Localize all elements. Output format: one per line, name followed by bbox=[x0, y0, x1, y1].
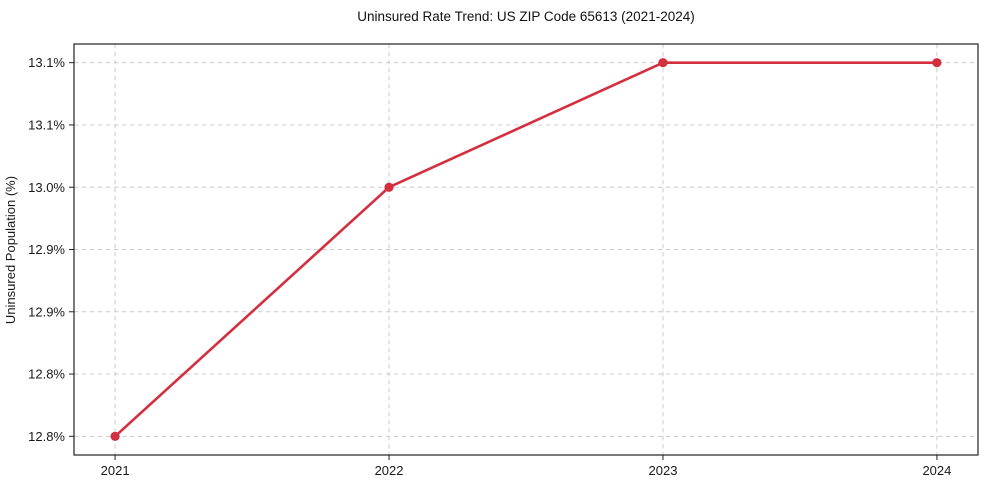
y-tick-label: 13.1% bbox=[28, 118, 65, 133]
plot-border bbox=[73, 43, 979, 456]
gridlines bbox=[74, 44, 978, 455]
x-tick-label: 2022 bbox=[375, 463, 404, 478]
x-tick-label: 2024 bbox=[922, 463, 951, 478]
y-tick-label: 13.1% bbox=[28, 55, 65, 70]
y-tick-label: 12.9% bbox=[28, 304, 65, 319]
data-point bbox=[658, 58, 668, 68]
chart-title: Uninsured Rate Trend: US ZIP Code 65613 … bbox=[357, 9, 694, 24]
data-series bbox=[110, 58, 942, 441]
data-point bbox=[932, 58, 942, 68]
x-tick-label: 2023 bbox=[649, 463, 678, 478]
data-point bbox=[110, 431, 120, 441]
y-tick-label: 12.9% bbox=[28, 242, 65, 257]
data-point bbox=[384, 182, 394, 192]
x-tick-label: 2021 bbox=[101, 463, 130, 478]
trend-line bbox=[113, 61, 939, 438]
y-tick-label: 12.8% bbox=[28, 367, 65, 382]
y-tick-label: 13.0% bbox=[28, 180, 65, 195]
y-tick-label: 12.8% bbox=[28, 429, 65, 444]
y-axis-label: Uninsured Population (%) bbox=[3, 176, 18, 324]
axes: 2021 2022 2023 2024 12.8% 12.8% 12.9% 12.9% 13.0… bbox=[28, 43, 979, 478]
